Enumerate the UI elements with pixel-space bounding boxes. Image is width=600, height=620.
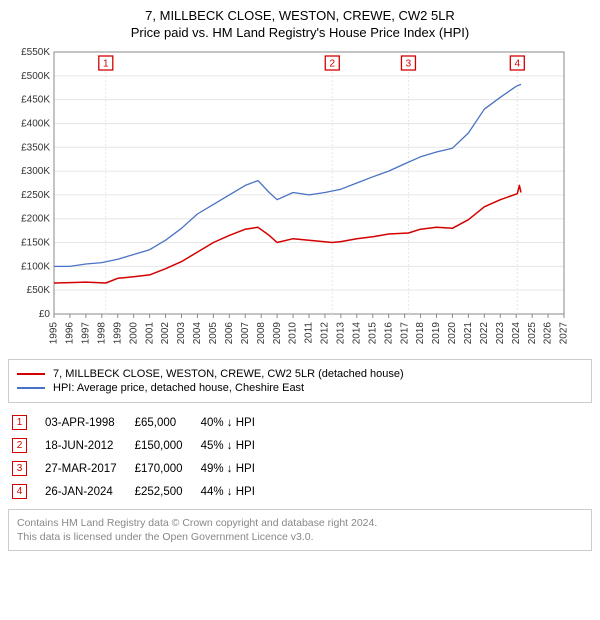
price-chart: £0 £50K £100K £150K £200K £250K £300K £350K £400… bbox=[8, 44, 568, 344]
sale-price: £150,000 bbox=[131, 434, 197, 457]
svg-text:£200K: £200K bbox=[21, 214, 50, 225]
sales-table: 1 03-APR-1998£65,00040% ↓ HPI 2 18-JUN-2012… bbox=[8, 411, 269, 503]
svg-text:2005: 2005 bbox=[208, 322, 219, 344]
svg-text:2022: 2022 bbox=[479, 322, 490, 344]
svg-text:2009: 2009 bbox=[272, 322, 283, 344]
svg-text:£550K: £550K bbox=[21, 47, 50, 58]
footer-line-1: Contains HM Land Registry data © Crown c… bbox=[17, 516, 583, 530]
title-subtitle: Price paid vs. HM Land Registry's House … bbox=[8, 25, 592, 40]
svg-text:2026: 2026 bbox=[543, 322, 554, 344]
svg-text:2023: 2023 bbox=[495, 322, 506, 344]
svg-text:2002: 2002 bbox=[160, 322, 171, 344]
svg-text:2003: 2003 bbox=[176, 322, 187, 344]
legend-item: 7, MILLBECK CLOSE, WESTON, CREWE, CW2 5L… bbox=[17, 368, 583, 380]
sale-marker-icon: 4 bbox=[12, 484, 27, 499]
svg-text:2000: 2000 bbox=[128, 322, 139, 344]
sale-delta: 44% ↓ HPI bbox=[197, 480, 269, 503]
svg-text:2001: 2001 bbox=[144, 322, 155, 344]
svg-text:2007: 2007 bbox=[240, 322, 251, 344]
sale-row: 3 27-MAR-2017£170,00049% ↓ HPI bbox=[8, 457, 269, 480]
svg-text:£100K: £100K bbox=[21, 261, 50, 272]
svg-text:3: 3 bbox=[406, 59, 412, 70]
svg-text:2017: 2017 bbox=[399, 322, 410, 344]
sale-marker-cell: 3 bbox=[8, 457, 41, 480]
svg-text:2012: 2012 bbox=[320, 322, 331, 344]
legend-label: 7, MILLBECK CLOSE, WESTON, CREWE, CW2 5L… bbox=[53, 368, 404, 380]
svg-text:£250K: £250K bbox=[21, 190, 50, 201]
svg-text:2013: 2013 bbox=[336, 322, 347, 344]
sale-marker-icon: 3 bbox=[12, 461, 27, 476]
svg-text:1999: 1999 bbox=[112, 322, 123, 344]
legend-label: HPI: Average price, detached house, Ches… bbox=[53, 382, 304, 394]
svg-text:£500K: £500K bbox=[21, 71, 50, 82]
svg-text:1997: 1997 bbox=[81, 322, 92, 344]
svg-text:2020: 2020 bbox=[447, 322, 458, 344]
legend-swatch bbox=[17, 387, 45, 389]
footer-line-2: This data is licensed under the Open Gov… bbox=[17, 530, 583, 544]
svg-text:£450K: £450K bbox=[21, 95, 50, 106]
sale-price: £170,000 bbox=[131, 457, 197, 480]
svg-text:£400K: £400K bbox=[21, 118, 50, 129]
svg-text:2006: 2006 bbox=[224, 322, 235, 344]
svg-text:£50K: £50K bbox=[27, 285, 51, 296]
chart-container: £0 £50K £100K £150K £200K £250K £300K £350K £400… bbox=[8, 44, 592, 349]
svg-text:4: 4 bbox=[515, 59, 521, 70]
svg-text:2016: 2016 bbox=[383, 322, 394, 344]
svg-text:2008: 2008 bbox=[256, 322, 267, 344]
svg-text:2021: 2021 bbox=[463, 322, 474, 344]
svg-text:1996: 1996 bbox=[65, 322, 76, 344]
sale-delta: 40% ↓ HPI bbox=[197, 411, 269, 434]
svg-text:2010: 2010 bbox=[288, 322, 299, 344]
sale-marker-icon: 1 bbox=[12, 415, 27, 430]
svg-text:2011: 2011 bbox=[304, 322, 315, 344]
svg-text:2019: 2019 bbox=[431, 322, 442, 344]
svg-text:2027: 2027 bbox=[559, 322, 568, 344]
svg-text:£150K: £150K bbox=[21, 238, 50, 249]
sale-row: 4 26-JAN-2024£252,50044% ↓ HPI bbox=[8, 480, 269, 503]
attribution-footer: Contains HM Land Registry data © Crown c… bbox=[8, 509, 592, 551]
svg-text:1998: 1998 bbox=[96, 322, 107, 344]
svg-text:2018: 2018 bbox=[415, 322, 426, 344]
sale-delta: 45% ↓ HPI bbox=[197, 434, 269, 457]
chart-title-block: 7, MILLBECK CLOSE, WESTON, CREWE, CW2 5L… bbox=[8, 8, 592, 40]
legend-item: HPI: Average price, detached house, Ches… bbox=[17, 382, 583, 394]
svg-text:2: 2 bbox=[329, 59, 335, 70]
sale-price: £65,000 bbox=[131, 411, 197, 434]
sale-marker-cell: 1 bbox=[8, 411, 41, 434]
svg-text:£0: £0 bbox=[39, 309, 51, 320]
svg-text:£300K: £300K bbox=[21, 166, 50, 177]
sale-price: £252,500 bbox=[131, 480, 197, 503]
legend-swatch bbox=[17, 373, 45, 375]
sale-marker-icon: 2 bbox=[12, 438, 27, 453]
chart-legend: 7, MILLBECK CLOSE, WESTON, CREWE, CW2 5L… bbox=[8, 359, 592, 403]
svg-text:2024: 2024 bbox=[511, 322, 522, 344]
svg-text:2025: 2025 bbox=[527, 322, 538, 344]
sale-row: 1 03-APR-1998£65,00040% ↓ HPI bbox=[8, 411, 269, 434]
svg-text:1995: 1995 bbox=[49, 322, 60, 344]
svg-text:2015: 2015 bbox=[367, 322, 378, 344]
svg-text:2014: 2014 bbox=[351, 322, 362, 344]
sale-date: 26-JAN-2024 bbox=[41, 480, 131, 503]
sale-delta: 49% ↓ HPI bbox=[197, 457, 269, 480]
sale-date: 03-APR-1998 bbox=[41, 411, 131, 434]
sale-date: 27-MAR-2017 bbox=[41, 457, 131, 480]
sale-date: 18-JUN-2012 bbox=[41, 434, 131, 457]
svg-text:£350K: £350K bbox=[21, 142, 50, 153]
sale-marker-cell: 2 bbox=[8, 434, 41, 457]
sale-marker-cell: 4 bbox=[8, 480, 41, 503]
title-address: 7, MILLBECK CLOSE, WESTON, CREWE, CW2 5L… bbox=[8, 8, 592, 23]
svg-text:1: 1 bbox=[103, 59, 109, 70]
svg-text:2004: 2004 bbox=[192, 322, 203, 344]
sale-row: 2 18-JUN-2012£150,00045% ↓ HPI bbox=[8, 434, 269, 457]
